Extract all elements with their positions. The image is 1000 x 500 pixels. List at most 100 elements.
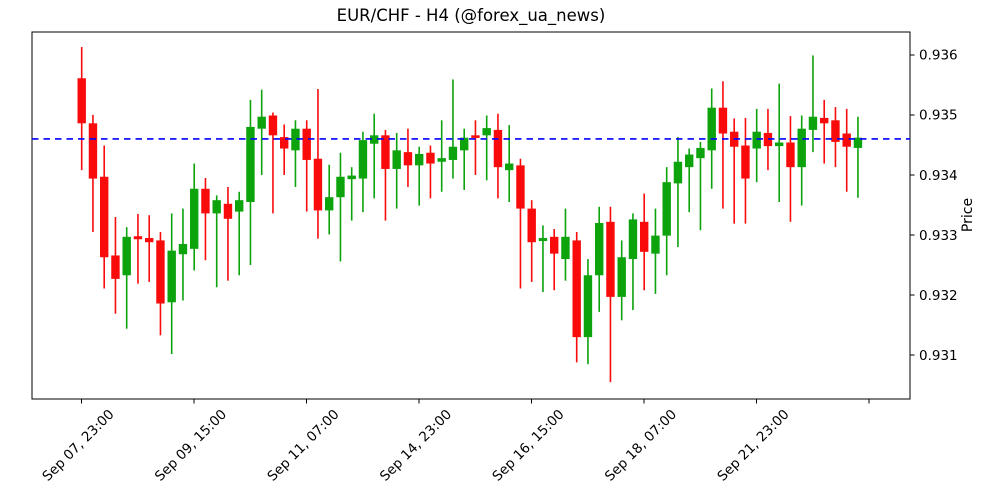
y-axis-label: Price (960, 198, 976, 232)
candle (730, 118, 739, 224)
candle-body-up (415, 153, 424, 166)
candle-body-up (167, 250, 176, 303)
candle-body-down (223, 203, 233, 219)
candle-body-down (550, 236, 559, 254)
candle (572, 232, 581, 363)
candle-body-down (763, 132, 773, 147)
candle-body-down (302, 128, 311, 160)
candle (201, 177, 210, 261)
candle-body-up (595, 223, 604, 276)
candle-body-up (853, 137, 863, 148)
candle-body-down (718, 107, 728, 134)
candle (763, 108, 773, 171)
candle-body-up (291, 128, 300, 151)
candle (313, 89, 323, 239)
candle (696, 141, 705, 231)
candle (336, 152, 345, 262)
candle (347, 167, 356, 221)
candle (325, 164, 334, 235)
candle-body-up (808, 116, 818, 130)
candle (133, 213, 143, 284)
candle-body-up (336, 176, 345, 198)
candle (493, 113, 503, 199)
candle-body-down (88, 123, 98, 179)
candle-body-up (325, 197, 334, 211)
candle (122, 227, 131, 329)
candle (797, 115, 806, 206)
candle-body-up (212, 200, 221, 214)
candle (212, 195, 221, 288)
candle (246, 99, 255, 266)
chart-title: EUR/CHF - H4 (@forex_ua_news) (337, 6, 606, 26)
candle (358, 131, 368, 213)
candle (651, 208, 660, 294)
candle (741, 117, 750, 224)
candle-body-down (572, 240, 581, 338)
candle (460, 128, 469, 190)
candle (280, 124, 289, 175)
candle (640, 193, 649, 291)
candle-body-up (347, 175, 356, 180)
candle (426, 145, 435, 199)
candle-body-down (527, 208, 536, 243)
candle-body-down (100, 176, 109, 258)
candle (662, 167, 671, 276)
candle (235, 191, 244, 276)
candle-body-down (606, 221, 615, 297)
candle-body-up (482, 128, 491, 136)
candle (302, 120, 311, 212)
candle (831, 107, 840, 168)
candle-body-up (797, 128, 806, 168)
candle-body-up (662, 182, 671, 236)
candle (268, 112, 278, 214)
candle (482, 115, 491, 181)
candle (718, 81, 728, 209)
candle-body-down (741, 145, 750, 179)
candle (167, 213, 176, 354)
candle (550, 229, 559, 291)
candle (392, 132, 401, 209)
candle (628, 213, 638, 311)
candle-body-up (561, 236, 570, 260)
candle (437, 120, 446, 192)
candle-body-down (201, 188, 210, 214)
candle (808, 55, 818, 153)
candle (77, 47, 86, 171)
candle (257, 89, 266, 175)
candle-body-up (392, 150, 401, 169)
x-tick-label: Sep 14, 23:00 (377, 407, 455, 485)
candle-body-down (516, 165, 525, 209)
candle-body-down (111, 255, 120, 279)
candle-body-up (583, 275, 593, 338)
candle-body-up (122, 236, 131, 276)
candle-body-down (280, 137, 289, 149)
candle-body-up (190, 188, 199, 249)
candle-body-down (471, 135, 480, 138)
x-tick-label: Sep 07, 23:00 (39, 407, 117, 485)
candle (190, 163, 199, 271)
candle (370, 113, 379, 199)
candle (178, 208, 188, 301)
candle-body-down (831, 120, 840, 142)
x-tick-label: Sep 21, 23:00 (714, 407, 792, 485)
candle (842, 108, 851, 192)
candle-body-up (448, 146, 458, 160)
candle (606, 206, 615, 383)
candle (448, 79, 458, 179)
candle (100, 145, 109, 289)
candle-body-down (820, 117, 829, 124)
candle-body-up (460, 137, 469, 151)
candle (595, 206, 604, 312)
candle (415, 146, 424, 206)
x-tick-label: Sep 16, 15:00 (489, 407, 567, 485)
candle-body-up (617, 257, 626, 297)
candle-body-down (403, 152, 413, 166)
x-tick-label: Sep 09, 15:00 (152, 407, 230, 485)
candle-body-down (313, 158, 323, 211)
candle-body-down (786, 142, 795, 168)
candle (527, 200, 536, 282)
candle (775, 83, 784, 202)
candle-body-up (696, 147, 705, 159)
candle (853, 116, 863, 198)
plot-border (31, 31, 911, 400)
